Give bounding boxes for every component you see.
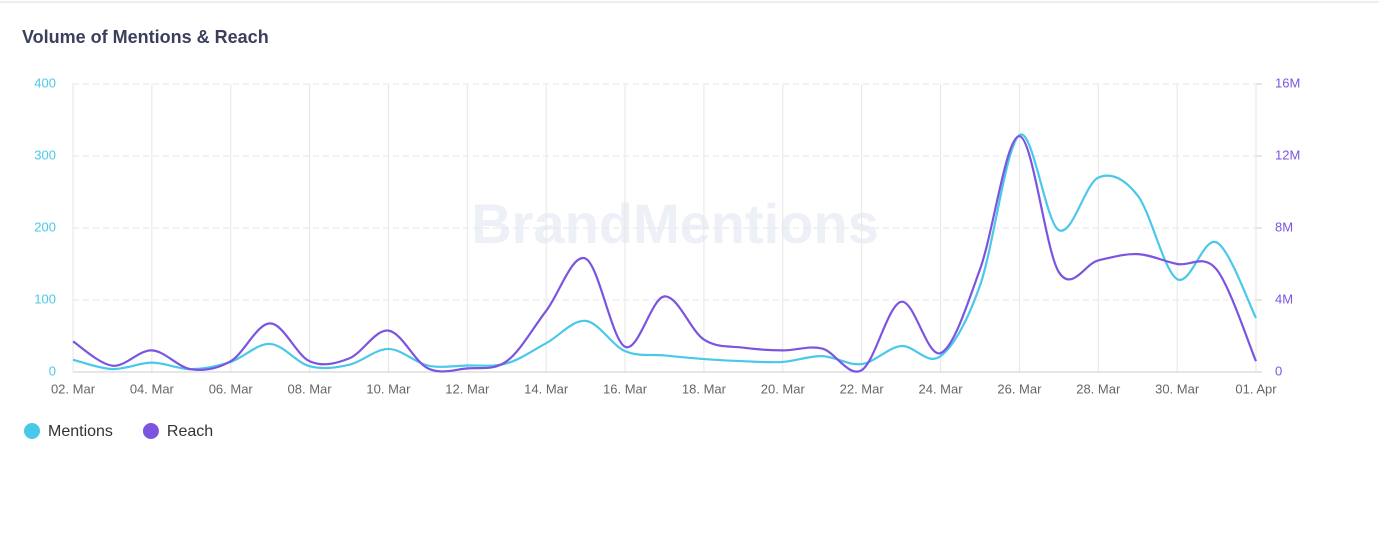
x-tick-label: 04. Mar [130, 381, 175, 396]
y2-tick-label: 4M [1275, 291, 1293, 306]
y2-tick-label: 16M [1275, 75, 1300, 90]
watermark: BrandMentions [471, 192, 879, 255]
x-tick-label: 18. Mar [682, 381, 727, 396]
x-tick-label: 10. Mar [366, 381, 411, 396]
x-tick-label: 12. Mar [445, 381, 490, 396]
line-series [72, 135, 1258, 373]
y-tick-label: 300 [34, 147, 56, 162]
y2-tick-label: 12M [1275, 147, 1300, 162]
x-tick-label: 28. Mar [1076, 381, 1121, 396]
legend-swatch [142, 423, 159, 439]
x-tick-label: 14. Mar [524, 381, 569, 396]
x-tick-label: 24. Mar [918, 381, 963, 396]
legend-label: Reach [167, 423, 213, 440]
x-tick-label: 06. Mar [209, 381, 254, 396]
x-tick-label: 22. Mar [840, 381, 885, 396]
legend-label: Mentions [48, 423, 113, 440]
y2-tick-label: 8M [1275, 219, 1293, 234]
x-tick-label: 26. Mar [997, 381, 1042, 396]
x-tick-label: 08. Mar [288, 381, 333, 396]
x-tick-label: 01. Apr [1235, 381, 1277, 396]
x-tick-label: 02. Mar [51, 381, 96, 396]
legend-swatch [24, 423, 40, 439]
chart-title: Volume of Mentions & Reach [22, 27, 269, 47]
y-tick-label: 0 [49, 363, 56, 378]
y-tick-label: 200 [34, 219, 56, 234]
line-series [72, 133, 1257, 371]
x-tick-label: 30. Mar [1155, 381, 1200, 396]
x-tick-label: 20. Mar [761, 381, 806, 396]
x-tick-label: 16. Mar [603, 381, 648, 396]
y-tick-label: 100 [34, 291, 56, 306]
y-tick-label: 400 [34, 75, 56, 90]
y2-tick-label: 0 [1275, 363, 1282, 378]
